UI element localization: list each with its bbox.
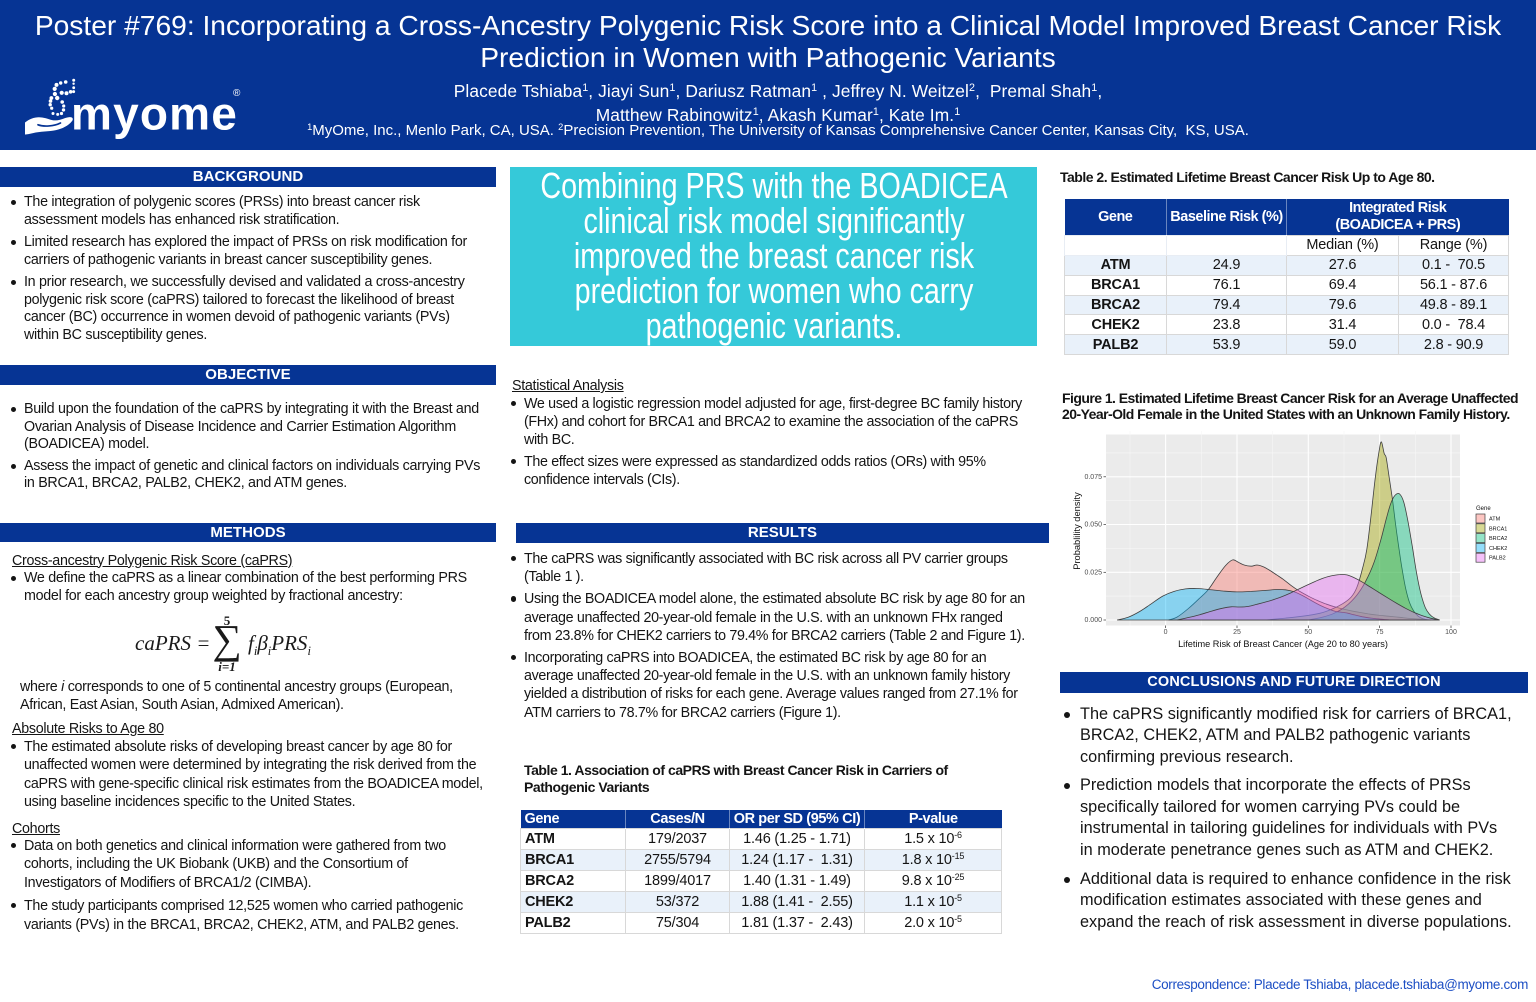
svg-text:®: ® — [233, 88, 241, 99]
svg-text:BRCA1: BRCA1 — [1489, 526, 1507, 532]
svg-text:50: 50 — [1304, 629, 1312, 636]
svg-text:Probablility density: Probablility density — [1072, 492, 1082, 570]
svg-text:0: 0 — [1164, 629, 1168, 636]
svg-text:0.025: 0.025 — [1084, 570, 1102, 577]
svg-text:BRCA2: BRCA2 — [1489, 536, 1507, 542]
svg-text:75: 75 — [1376, 629, 1384, 636]
svg-text:ATM: ATM — [1489, 517, 1501, 523]
svg-text:0.050: 0.050 — [1084, 522, 1102, 529]
svg-text:CHEK2: CHEK2 — [1489, 546, 1507, 552]
svg-text:0.000: 0.000 — [1084, 617, 1102, 624]
svg-text:Gene: Gene — [1476, 506, 1491, 512]
svg-text:Lifetime Risk of Breast Cancer: Lifetime Risk of Breast Cancer (Age 20 t… — [1178, 639, 1388, 649]
svg-text:100: 100 — [1445, 629, 1457, 636]
svg-text:PALB2: PALB2 — [1489, 556, 1506, 562]
svg-text:25: 25 — [1233, 629, 1241, 636]
svg-text:0.075: 0.075 — [1084, 474, 1102, 481]
svg-text:myome: myome — [71, 88, 238, 140]
